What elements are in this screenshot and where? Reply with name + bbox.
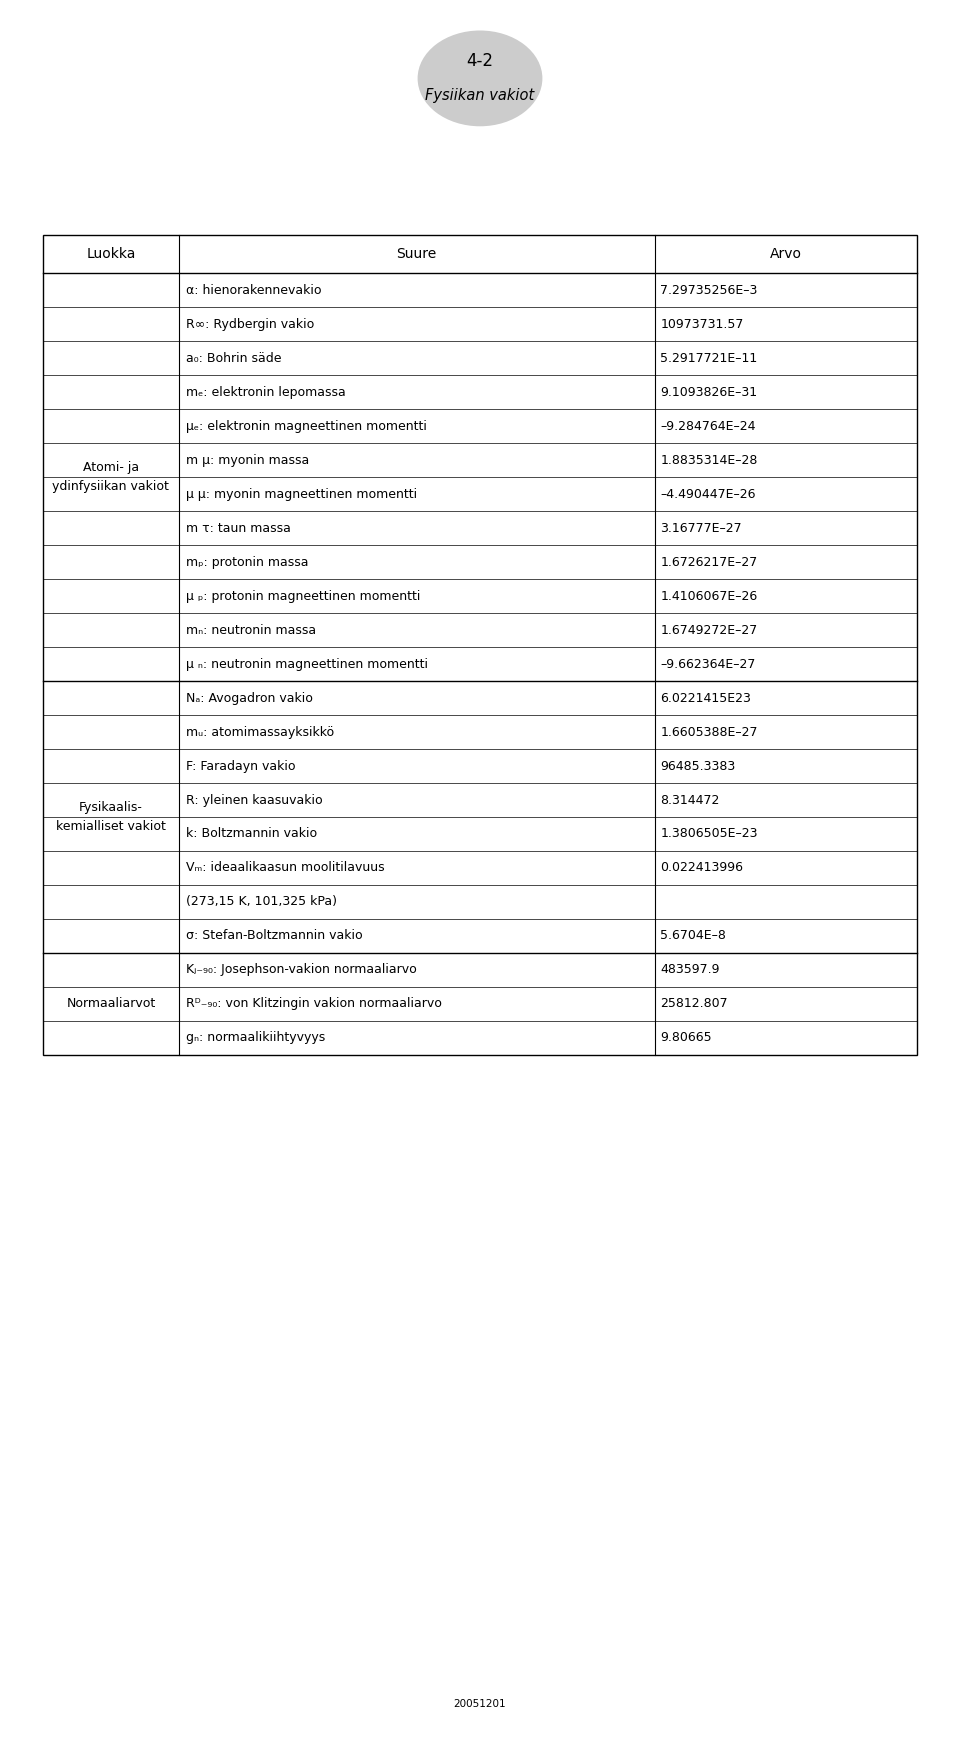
Text: Luokka: Luokka <box>86 247 135 261</box>
Text: 0.022413996: 0.022413996 <box>660 862 743 874</box>
Text: 1.3806505E–23: 1.3806505E–23 <box>660 827 758 840</box>
Text: σ: Stefan-Boltzmannin vakio: σ: Stefan-Boltzmannin vakio <box>186 930 363 942</box>
Text: –9.662364E–27: –9.662364E–27 <box>660 658 756 671</box>
Text: 3.16777E–27: 3.16777E–27 <box>660 523 742 535</box>
Text: 10973731.57: 10973731.57 <box>660 319 744 331</box>
Text: gₙ: normaalikiihtyvyys: gₙ: normaalikiihtyvyys <box>186 1031 325 1043</box>
Text: Atomi- ja
ydinfysiikan vakiot: Atomi- ja ydinfysiikan vakiot <box>53 462 169 493</box>
Text: –4.490447E–26: –4.490447E–26 <box>660 488 756 500</box>
Text: 96485.3383: 96485.3383 <box>660 760 735 772</box>
Text: a₀: Bohrin säde: a₀: Bohrin säde <box>186 352 282 364</box>
Ellipse shape <box>418 31 542 127</box>
Text: 1.4106067E–26: 1.4106067E–26 <box>660 591 757 603</box>
Text: 1.6749272E–27: 1.6749272E–27 <box>660 624 757 636</box>
Text: 1.8835314E–28: 1.8835314E–28 <box>660 455 757 467</box>
Text: 5.6704E–8: 5.6704E–8 <box>660 930 727 942</box>
Text: mₙ: neutronin massa: mₙ: neutronin massa <box>186 624 317 636</box>
Text: R∞: Rydbergin vakio: R∞: Rydbergin vakio <box>186 319 315 331</box>
Text: α: hienorakennevakio: α: hienorakennevakio <box>186 284 322 296</box>
Text: μ ₙ: neutronin magneettinen momentti: μ ₙ: neutronin magneettinen momentti <box>186 658 428 671</box>
Text: 5.2917721E–11: 5.2917721E–11 <box>660 352 757 364</box>
Text: 9.1093826E–31: 9.1093826E–31 <box>660 387 757 399</box>
Text: Fysiikan vakiot: Fysiikan vakiot <box>425 89 535 103</box>
Text: Rᴰ₋₉₀: von Klitzingin vakion normaaliarvo: Rᴰ₋₉₀: von Klitzingin vakion normaaliarv… <box>186 998 443 1010</box>
Text: 20051201: 20051201 <box>454 1698 506 1709</box>
Text: 9.80665: 9.80665 <box>660 1031 712 1043</box>
Text: 8.314472: 8.314472 <box>660 794 720 807</box>
Text: 1.6605388E–27: 1.6605388E–27 <box>660 726 758 739</box>
Text: Vₘ: ideaalikaasun moolitilavuus: Vₘ: ideaalikaasun moolitilavuus <box>186 862 385 874</box>
Text: k: Boltzmannin vakio: k: Boltzmannin vakio <box>186 827 318 840</box>
Text: μ μ: myonin magneettinen momentti: μ μ: myonin magneettinen momentti <box>186 488 418 500</box>
Text: R: yleinen kaasuvakio: R: yleinen kaasuvakio <box>186 794 323 807</box>
Bar <box>43 235 917 1056</box>
Text: Fysikaalis-
kemialliset vakiot: Fysikaalis- kemialliset vakiot <box>56 801 166 833</box>
Text: –9.284764E–24: –9.284764E–24 <box>660 420 756 432</box>
Text: 25812.807: 25812.807 <box>660 998 728 1010</box>
Text: Normaaliarvot: Normaaliarvot <box>66 998 156 1010</box>
Text: Arvo: Arvo <box>770 247 802 261</box>
Text: m τ: taun massa: m τ: taun massa <box>186 523 291 535</box>
Text: 1.6726217E–27: 1.6726217E–27 <box>660 556 757 568</box>
Text: μ ₚ: protonin magneettinen momentti: μ ₚ: protonin magneettinen momentti <box>186 591 420 603</box>
Text: 6.0221415E23: 6.0221415E23 <box>660 692 752 704</box>
Text: F: Faradayn vakio: F: Faradayn vakio <box>186 760 296 772</box>
Text: Suure: Suure <box>396 247 437 261</box>
Text: μₑ: elektronin magneettinen momentti: μₑ: elektronin magneettinen momentti <box>186 420 427 432</box>
Text: Nₐ: Avogadron vakio: Nₐ: Avogadron vakio <box>186 692 313 704</box>
Text: m μ: myonin massa: m μ: myonin massa <box>186 455 309 467</box>
Text: 4-2: 4-2 <box>467 52 493 70</box>
Text: (273,15 K, 101,325 kPa): (273,15 K, 101,325 kPa) <box>186 895 337 908</box>
Text: mₚ: protonin massa: mₚ: protonin massa <box>186 556 309 568</box>
Text: 7.29735256E–3: 7.29735256E–3 <box>660 284 757 296</box>
Text: Kⱼ₋₉₀: Josephson-vakion normaaliarvo: Kⱼ₋₉₀: Josephson-vakion normaaliarvo <box>186 963 417 976</box>
Text: mᵤ: atomimassayksikkö: mᵤ: atomimassayksikkö <box>186 726 334 739</box>
Text: mₑ: elektronin lepomassa: mₑ: elektronin lepomassa <box>186 387 346 399</box>
Text: 483597.9: 483597.9 <box>660 963 720 976</box>
